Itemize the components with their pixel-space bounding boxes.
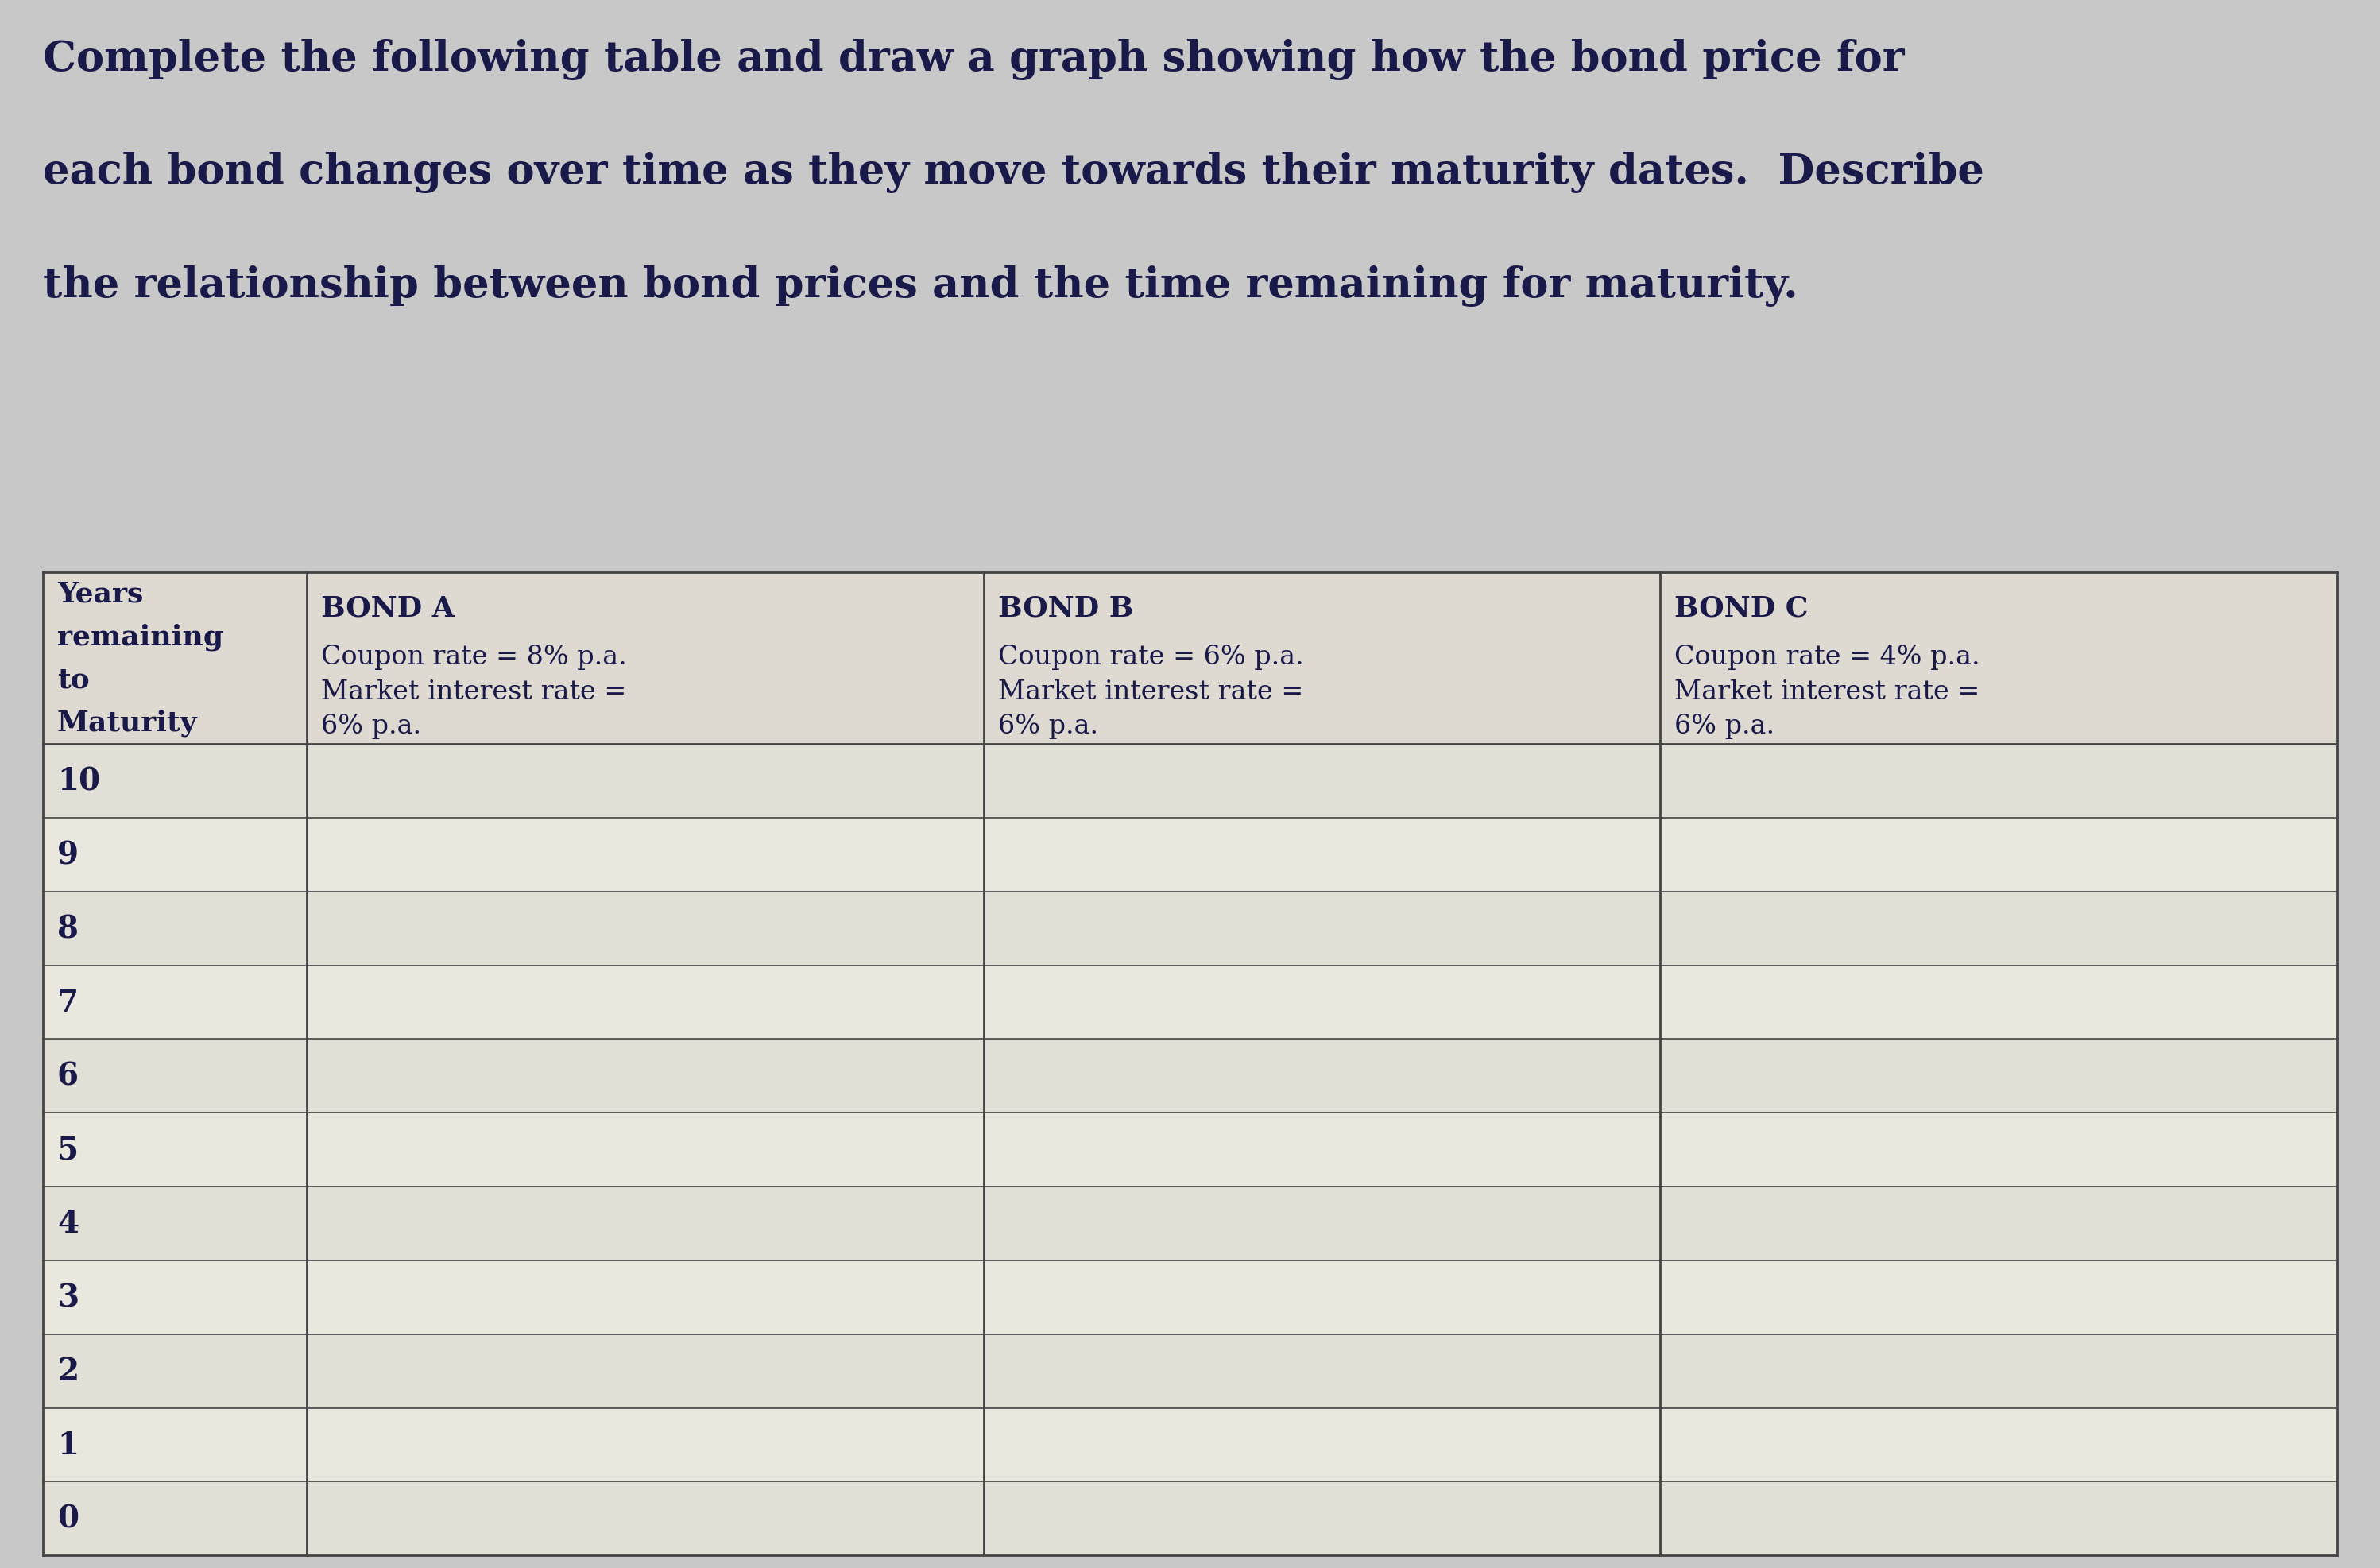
Bar xyxy=(43,1113,2337,1187)
Bar xyxy=(43,892,2337,966)
Bar xyxy=(43,1482,2337,1555)
Text: 6: 6 xyxy=(57,1062,79,1091)
Text: BOND A: BOND A xyxy=(321,594,455,621)
Text: Coupon rate = 6% p.a.
Market interest rate =
6% p.a.: Coupon rate = 6% p.a. Market interest ra… xyxy=(997,644,1304,739)
Text: Years: Years xyxy=(57,580,143,607)
Text: 7: 7 xyxy=(57,988,79,1018)
Text: 3: 3 xyxy=(57,1283,79,1312)
Bar xyxy=(43,1334,2337,1408)
Text: 9: 9 xyxy=(57,840,79,870)
Text: 4: 4 xyxy=(57,1209,79,1239)
Text: 1: 1 xyxy=(57,1430,79,1460)
Bar xyxy=(43,1261,2337,1334)
Bar xyxy=(43,745,2337,818)
Bar xyxy=(43,1187,2337,1261)
Text: 5: 5 xyxy=(57,1135,79,1165)
Bar xyxy=(43,966,2337,1040)
Text: each bond changes over time as they move towards their maturity dates.  Describe: each bond changes over time as they move… xyxy=(43,152,1985,193)
Bar xyxy=(43,818,2337,892)
Text: Coupon rate = 4% p.a.
Market interest rate =
6% p.a.: Coupon rate = 4% p.a. Market interest ra… xyxy=(1676,644,1980,739)
Text: Maturity: Maturity xyxy=(57,709,198,737)
Text: 2: 2 xyxy=(57,1356,79,1386)
Bar xyxy=(43,1040,2337,1113)
Bar xyxy=(43,1408,2337,1482)
Text: Complete the following table and draw a graph showing how the bond price for: Complete the following table and draw a … xyxy=(43,39,1904,80)
Text: remaining: remaining xyxy=(57,622,224,651)
Text: Coupon rate = 8% p.a.
Market interest rate =
6% p.a.: Coupon rate = 8% p.a. Market interest ra… xyxy=(321,644,626,739)
Text: BOND C: BOND C xyxy=(1676,594,1809,621)
Bar xyxy=(43,572,2337,745)
Text: 10: 10 xyxy=(57,767,100,797)
Text: 8: 8 xyxy=(57,914,79,944)
Text: 0: 0 xyxy=(57,1504,79,1534)
Text: BOND B: BOND B xyxy=(997,594,1133,621)
Text: the relationship between bond prices and the time remaining for maturity.: the relationship between bond prices and… xyxy=(43,265,1797,306)
Text: to: to xyxy=(57,666,90,693)
